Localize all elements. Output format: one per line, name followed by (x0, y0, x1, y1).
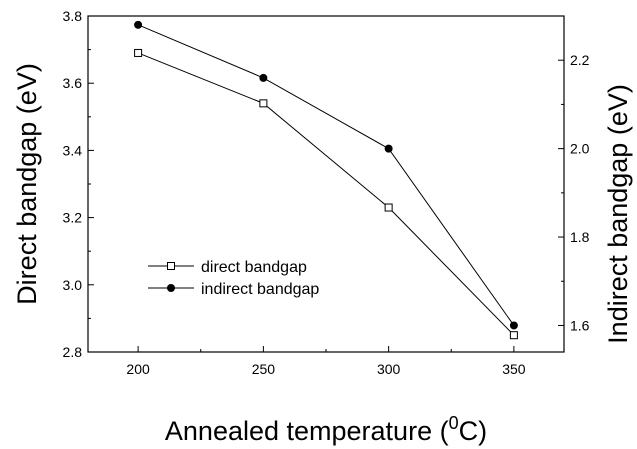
data-point-indirect (509, 321, 518, 330)
left-y-tick-label: 3.8 (63, 8, 83, 24)
plot-frame (87, 15, 565, 353)
legend: direct bandgap indirect bandgap (148, 259, 319, 298)
data-point-direct (384, 203, 393, 212)
data-point-indirect (134, 20, 143, 29)
right-y-tick-label: 1.6 (570, 317, 590, 333)
left-y-axis-title: Direct bandgap (eV) (12, 63, 42, 305)
right-y-tick-label: 2.2 (570, 52, 590, 68)
legend-label-direct: direct bandgap (201, 259, 307, 276)
x-tick-label: 200 (126, 361, 150, 377)
x-axis-title: Annealed temperature (0C) (165, 413, 487, 446)
legend-marker-indirect (167, 284, 175, 292)
left-y-tick-label: 3.0 (63, 277, 83, 293)
left-y-tick-label: 3.2 (63, 210, 83, 226)
series-line-direct (137, 52, 515, 336)
legend-marker-direct (167, 262, 175, 270)
series-line-indirect (137, 24, 515, 326)
data-point-indirect (259, 73, 268, 82)
right-y-ticks: 1.6 1.8 2.0 2.2 (558, 52, 590, 333)
x-tick-label: 300 (377, 361, 401, 377)
x-tick-label: 350 (502, 361, 526, 377)
right-y-axis-title: Indirect bandgap (eV) (603, 84, 633, 344)
left-y-tick-label: 2.8 (63, 344, 83, 360)
x-ticks: 200 250 300 350 (126, 346, 526, 377)
right-y-tick-label: 2.0 (570, 141, 590, 157)
data-point-direct (134, 48, 143, 57)
data-point-indirect (384, 144, 393, 153)
data-point-direct (509, 331, 518, 340)
legend-label-indirect: indirect bandgap (201, 281, 319, 298)
x-tick-label: 250 (252, 361, 276, 377)
data-point-direct (259, 99, 268, 108)
left-y-tick-label: 3.4 (63, 142, 83, 158)
left-y-tick-label: 3.6 (63, 75, 83, 91)
right-y-tick-label: 1.8 (570, 229, 590, 245)
left-y-ticks: 2.8 3.0 3.2 3.4 3.6 3.8 (63, 8, 94, 360)
series-layer (134, 20, 518, 340)
